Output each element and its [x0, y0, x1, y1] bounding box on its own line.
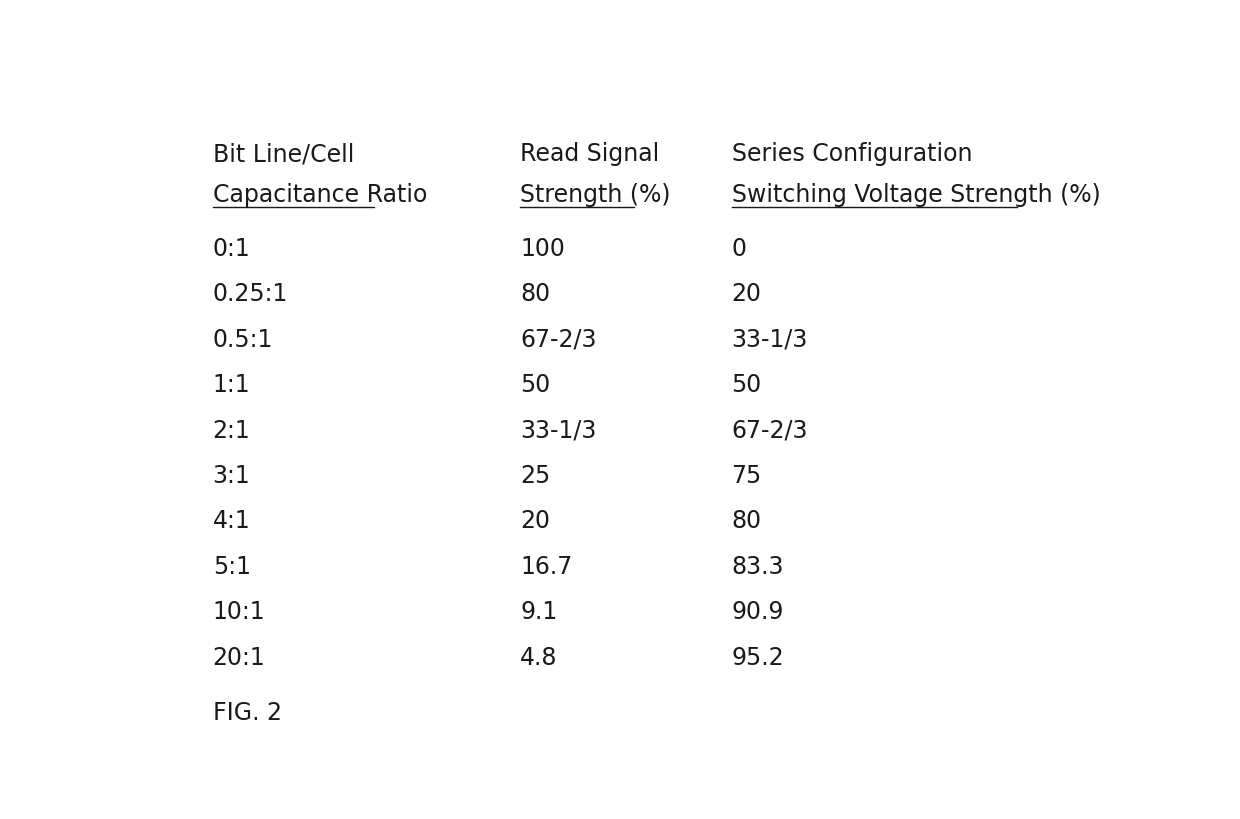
Text: 95.2: 95.2	[732, 645, 784, 670]
Text: 4.8: 4.8	[521, 645, 558, 670]
Text: 80: 80	[521, 283, 551, 306]
Text: 80: 80	[732, 509, 761, 533]
Text: 1:1: 1:1	[213, 373, 250, 397]
Text: 67-2/3: 67-2/3	[732, 419, 808, 442]
Text: 100: 100	[521, 237, 565, 261]
Text: 0: 0	[732, 237, 746, 261]
Text: 3:1: 3:1	[213, 464, 250, 488]
Text: Read Signal: Read Signal	[521, 143, 660, 166]
Text: Strength (%): Strength (%)	[521, 183, 671, 207]
Text: 0.5:1: 0.5:1	[213, 328, 273, 352]
Text: 90.9: 90.9	[732, 600, 784, 624]
Text: Capacitance Ratio: Capacitance Ratio	[213, 183, 427, 207]
Text: 5:1: 5:1	[213, 554, 250, 579]
Text: 67-2/3: 67-2/3	[521, 328, 596, 352]
Text: 33-1/3: 33-1/3	[521, 419, 596, 442]
Text: 10:1: 10:1	[213, 600, 265, 624]
Text: 0.25:1: 0.25:1	[213, 283, 288, 306]
Text: 25: 25	[521, 464, 551, 488]
Text: 0:1: 0:1	[213, 237, 250, 261]
Text: 83.3: 83.3	[732, 554, 784, 579]
Text: 2:1: 2:1	[213, 419, 250, 442]
Text: 4:1: 4:1	[213, 509, 250, 533]
Text: 9.1: 9.1	[521, 600, 558, 624]
Text: 50: 50	[521, 373, 551, 397]
Text: 50: 50	[732, 373, 761, 397]
Text: 20:1: 20:1	[213, 645, 265, 670]
Text: 20: 20	[521, 509, 551, 533]
Text: 33-1/3: 33-1/3	[732, 328, 808, 352]
Text: 20: 20	[732, 283, 761, 306]
Text: 75: 75	[732, 464, 761, 488]
Text: FIG. 2: FIG. 2	[213, 700, 281, 725]
Text: 16.7: 16.7	[521, 554, 573, 579]
Text: Bit Line/Cell: Bit Line/Cell	[213, 143, 355, 166]
Text: Switching Voltage Strength (%): Switching Voltage Strength (%)	[732, 183, 1100, 207]
Text: Series Configuration: Series Configuration	[732, 143, 972, 166]
